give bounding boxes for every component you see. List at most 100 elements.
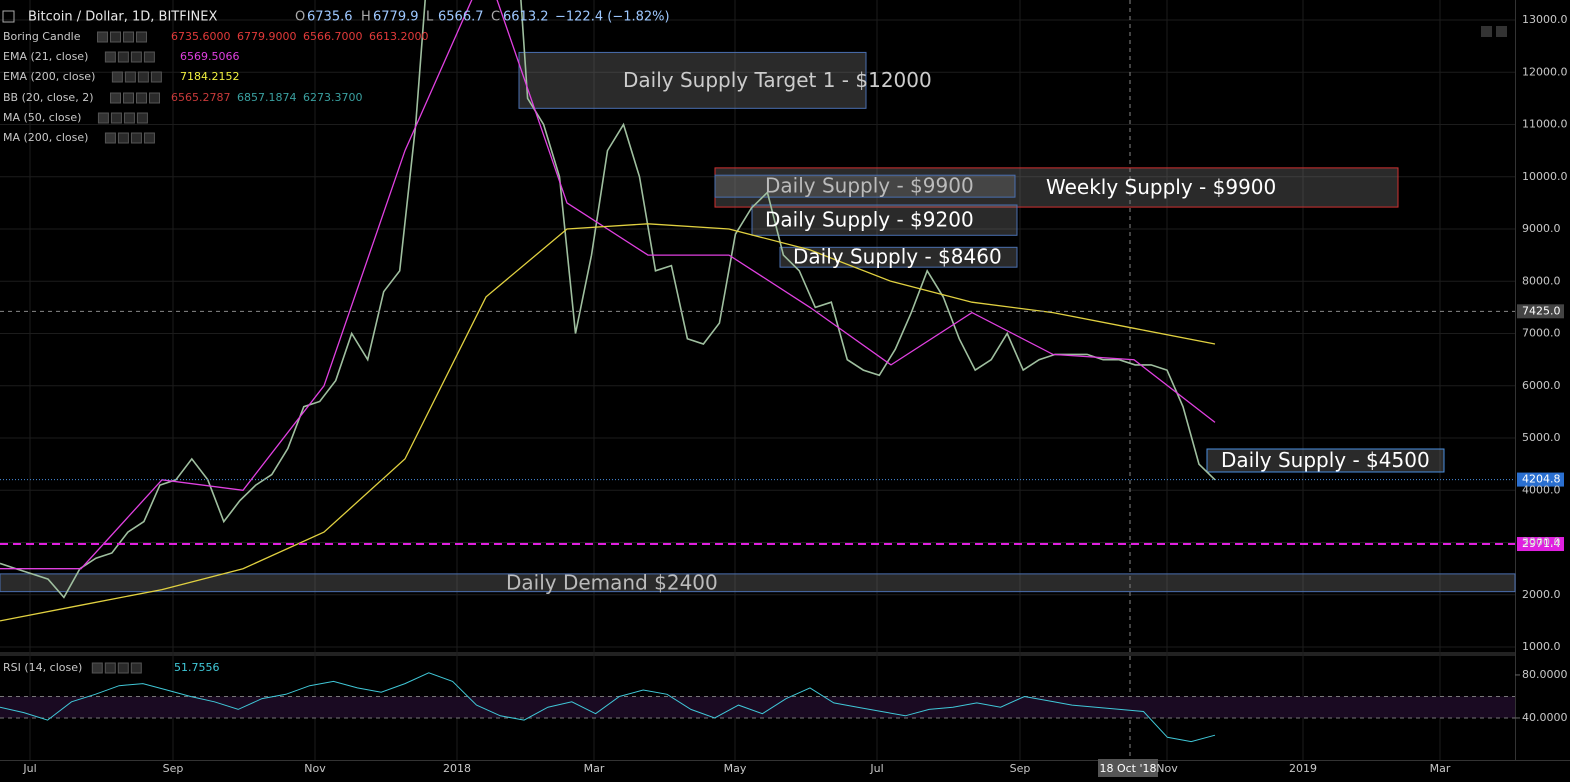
crosshair-date-bg — [1098, 759, 1158, 777]
ohlc-key: H — [361, 10, 371, 25]
legend-icon[interactable] — [124, 71, 136, 83]
x-tick-label: Nov — [304, 762, 326, 775]
price-marker-label: 4204.8 — [1522, 473, 1561, 486]
indicator-name: Boring Candle — [3, 30, 81, 43]
series-line — [0, 0, 1216, 570]
y-tick-label: 11000.0 — [1522, 118, 1568, 131]
price-marker-bg — [1517, 472, 1564, 487]
legend-icon[interactable] — [97, 112, 109, 124]
legend-icon[interactable] — [104, 662, 116, 674]
price-marker-bg — [1517, 304, 1564, 319]
collapse-button[interactable] — [2, 10, 15, 23]
ohlc-key: L — [426, 10, 434, 25]
legend-icon[interactable] — [110, 92, 121, 104]
indicator-value: 6565.2787 — [171, 91, 231, 104]
price-marker-label: 7425.0 — [1522, 304, 1561, 317]
legend-icon[interactable] — [130, 132, 142, 144]
rsi-tick-label: 80.0000 — [1522, 668, 1568, 681]
legend-icon[interactable] — [111, 71, 123, 83]
legend-icon[interactable] — [110, 112, 122, 124]
ohlc-key: C — [491, 10, 500, 25]
supply-zone — [714, 174, 1016, 198]
axis-border — [1515, 0, 1516, 760]
indicator-value: 6273.3700 — [303, 91, 363, 104]
legend-icon[interactable] — [130, 662, 142, 674]
ohlc-value: 6779.9 — [373, 10, 419, 25]
ohlc-key: O — [295, 10, 305, 25]
zone-label: Daily Supply - $9200 — [765, 208, 974, 232]
y-tick-label: 13000.0 — [1522, 13, 1568, 26]
legend-icon[interactable] — [117, 132, 129, 144]
legend-icon[interactable] — [130, 51, 142, 63]
legend-icon[interactable] — [123, 112, 135, 124]
scroll-button[interactable] — [1481, 26, 1492, 37]
legend-icon[interactable] — [143, 51, 155, 63]
x-tick-label: 18 Oct '18 — [1099, 762, 1156, 775]
supply-zone — [1206, 448, 1445, 473]
legend-icon[interactable] — [97, 31, 109, 43]
x-tick-label: May — [724, 762, 747, 775]
x-tick-label: Jul — [22, 762, 36, 775]
legend-icon[interactable] — [149, 92, 160, 104]
x-tick-label: 2018 — [443, 762, 471, 775]
legend-icon[interactable] — [104, 132, 116, 144]
legend-icon[interactable] — [91, 662, 103, 674]
legend-icon[interactable] — [143, 132, 155, 144]
pane-separator — [0, 652, 1515, 656]
y-tick-label: 8000.0 — [1522, 274, 1561, 287]
x-tick-label: Mar — [1430, 762, 1451, 775]
supply-zone — [518, 51, 867, 109]
indicator-value: 7184.2152 — [180, 70, 240, 83]
y-tick-label: 3000.0 — [1522, 536, 1561, 549]
indicator-value: 6566.7000 — [303, 30, 363, 43]
rsi-value: 51.7556 — [174, 661, 220, 674]
zone-label: Daily Supply - $4500 — [1221, 448, 1430, 472]
y-tick-label: 6000.0 — [1522, 379, 1561, 392]
legend-icon[interactable] — [117, 662, 129, 674]
change: −122.4 (−1.82%) — [555, 10, 670, 25]
legend-icon[interactable] — [104, 51, 116, 63]
supply-zone — [779, 246, 1018, 268]
indicator-value: 6569.5066 — [180, 50, 240, 63]
legend-icon[interactable] — [136, 92, 147, 104]
rsi-name: RSI (14, close) — [3, 661, 82, 674]
zone-label: Daily Demand $2400 — [506, 570, 718, 594]
indicator-value: 6779.9000 — [237, 30, 297, 43]
series-line — [0, 223, 1216, 622]
legend-icon[interactable] — [110, 31, 122, 43]
indicator-name: BB (20, close, 2) — [3, 91, 94, 104]
price-lines — [0, 0, 1216, 622]
y-tick-label: 1000.0 — [1522, 640, 1561, 653]
indicator-name: EMA (200, close) — [3, 70, 95, 83]
x-tick-label: Jul — [869, 762, 883, 775]
legend-icon[interactable] — [137, 71, 149, 83]
y-tick-label: 2000.0 — [1522, 588, 1561, 601]
legend-icon[interactable] — [136, 112, 148, 124]
legend-icon[interactable] — [150, 71, 162, 83]
scroll-button[interactable] — [1496, 26, 1507, 37]
time-axis-border — [0, 760, 1570, 761]
indicator-name: MA (200, close) — [3, 131, 88, 144]
legend-icon[interactable] — [117, 51, 129, 63]
legend-icon[interactable] — [123, 31, 135, 43]
supply-zone — [751, 204, 1018, 236]
indicator-value: 6735.6000 — [171, 30, 231, 43]
y-tick-label: 12000.0 — [1522, 65, 1568, 78]
x-tick-label: Sep — [163, 762, 184, 775]
supply-zone — [714, 167, 1399, 208]
y-tick-label: 7000.0 — [1522, 327, 1561, 340]
legend-icon[interactable] — [136, 31, 148, 43]
ohlc-value: 6613.2 — [503, 10, 549, 25]
zone-label: Weekly Supply - $9900 — [1046, 175, 1276, 199]
x-tick-label: Mar — [584, 762, 605, 775]
indicator-name: MA (50, close) — [3, 111, 81, 124]
ohlc-value: 6566.7 — [438, 10, 484, 25]
legend-icon[interactable] — [123, 92, 134, 104]
zone-label: Daily Supply - $9900 — [765, 174, 974, 198]
indicator-value: 6613.2000 — [369, 30, 429, 43]
ohlc-value: 6735.6 — [307, 10, 353, 25]
zone-label: Daily Supply Target 1 - $12000 — [623, 68, 932, 92]
rsi-band — [0, 696, 1515, 718]
zone-label: Daily Supply - $8460 — [793, 245, 1002, 269]
